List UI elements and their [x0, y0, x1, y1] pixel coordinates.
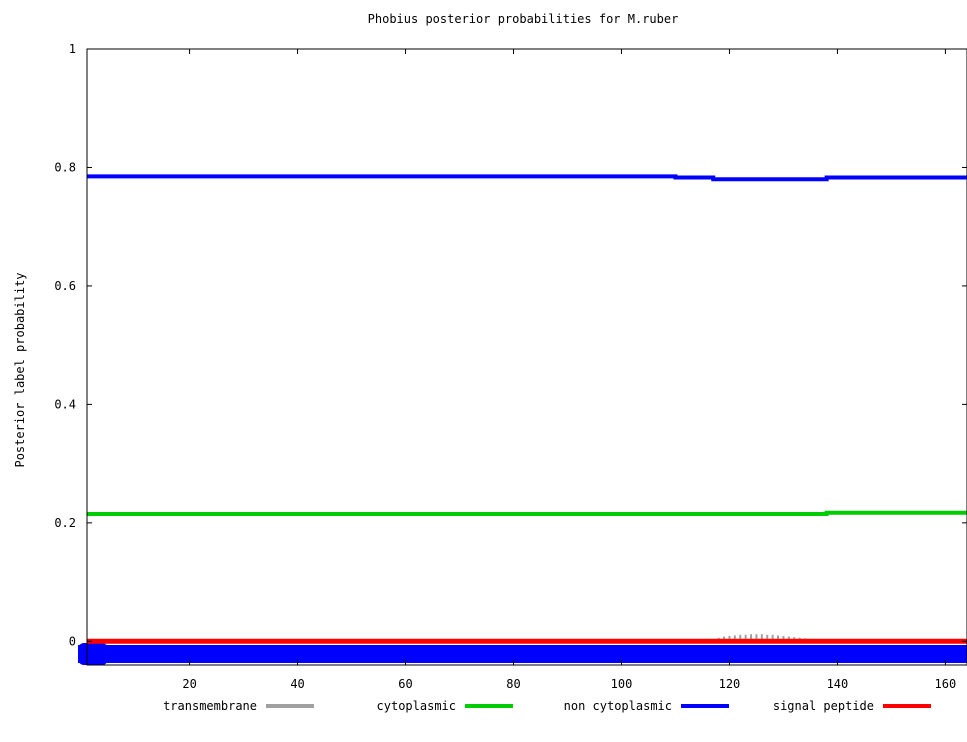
- axis-layer: [86, 48, 967, 666]
- topology-band-start-cap: [78, 643, 108, 665]
- y-tick-label-0.8: 0.8: [54, 160, 76, 174]
- y-tick-label-0: 0: [69, 634, 76, 648]
- chart-title: Phobius posterior probabilities for M.ru…: [368, 12, 679, 26]
- series-non-cytoplasmic-line: [87, 174, 967, 182]
- y-tick-label-1: 1: [69, 42, 76, 56]
- series-cytoplasmic-line: [87, 510, 967, 516]
- legend-item-signal-peptide: signal peptide: [773, 699, 931, 713]
- x-tick-label-80: 80: [506, 677, 520, 691]
- legend-label-non-cytoplasmic: non cytoplasmic: [564, 699, 672, 713]
- legend: transmembrane cytoplasmic non cytoplasmic s…: [163, 699, 931, 713]
- y-tick-label-0.4: 0.4: [54, 397, 76, 411]
- x-tick-label-100: 100: [611, 677, 633, 691]
- legend-label-cytoplasmic: cytoplasmic: [377, 699, 456, 713]
- series-layer: [87, 174, 967, 644]
- topology-band: [78, 645, 967, 663]
- x-tick-label-160: 160: [935, 677, 957, 691]
- x-tick-label-120: 120: [719, 677, 741, 691]
- plot-area: [78, 643, 967, 665]
- y-tick-label-0.6: 0.6: [54, 279, 76, 293]
- legend-label-transmembrane: transmembrane: [163, 699, 257, 713]
- plot-frame: [86, 48, 967, 666]
- x-tick-label-40: 40: [290, 677, 304, 691]
- x-tick-label-20: 20: [182, 677, 196, 691]
- ticks-layer: 20 40 60 80 100 120 140 160 0 0.2 0.4 0.6 0.8 1: [54, 42, 967, 691]
- legend-item-cytoplasmic: cytoplasmic: [377, 699, 513, 713]
- x-tick-label-140: 140: [827, 677, 849, 691]
- y-axis-label: Posterior label probability: [13, 272, 27, 467]
- x-tick-label-60: 60: [398, 677, 412, 691]
- legend-item-transmembrane: transmembrane: [163, 699, 314, 713]
- legend-item-non-cytoplasmic: non cytoplasmic: [564, 699, 729, 713]
- legend-label-signal-peptide: signal peptide: [773, 699, 874, 713]
- y-tick-label-0.2: 0.2: [54, 516, 76, 530]
